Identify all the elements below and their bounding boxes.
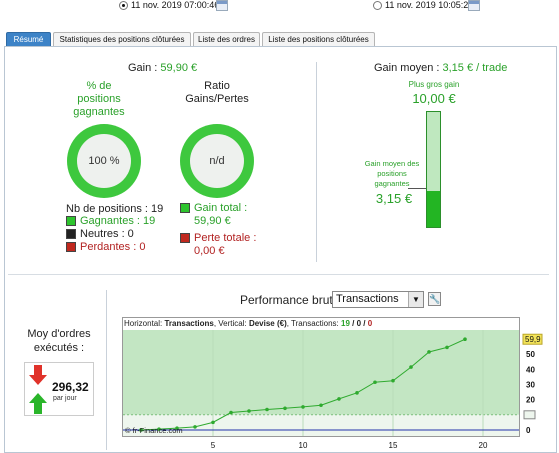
divider — [316, 62, 317, 262]
chart-header-mid: , Vertical: — [213, 319, 249, 328]
divider — [106, 290, 107, 450]
performance-select-value: Transactions — [336, 293, 399, 305]
gain-total-value: 59,90 € — [194, 215, 231, 227]
tab-resume[interactable]: Résumé — [6, 32, 51, 46]
gain-moyen-value: 3,15 € / trade — [442, 62, 508, 74]
divider — [8, 274, 549, 275]
gain-total-label: Gain total : — [194, 202, 248, 214]
gain-label: Gain : — [128, 62, 158, 74]
start-date-radio[interactable] — [119, 1, 128, 10]
wrench-icon[interactable]: 🔧 — [428, 292, 441, 306]
moy-ordres-card: 296,32 par jour — [24, 362, 94, 416]
performance-select[interactable]: Transactions ▼ — [332, 291, 424, 308]
gain-moyen-positions-label: Gain moyen des positions gagnantes — [364, 159, 420, 188]
gauge-pointer — [408, 188, 426, 189]
calendar-icon[interactable] — [468, 0, 480, 11]
plus-gros-gain-value: 10,00 € — [412, 91, 456, 106]
moy-ordres-unit: par jour — [53, 395, 77, 402]
nb-positions: Nb de positions : 19 — [66, 203, 164, 215]
gain-moyen-summary: Gain moyen : 3,15 € / trade — [374, 62, 507, 74]
chart-header-sep: / — [361, 319, 368, 328]
chart-header-v: Devise (€) — [248, 319, 287, 328]
up-down-arrows-icon — [29, 365, 47, 414]
perdantes-label: Perdantes : 0 — [80, 241, 146, 253]
performance-chart-frame — [122, 317, 520, 437]
gain-gauge-fill — [427, 190, 440, 227]
gain-moyen-label: Gain moyen : — [374, 62, 440, 74]
chart-header-neutral: 0 — [356, 319, 362, 328]
date-range-bar: 11 nov. 2019 07:00:46 11 nov. 2019 10:05… — [0, 0, 559, 14]
tab-liste-ordres[interactable]: Liste des ordres — [193, 32, 260, 46]
ratio-title: Ratio Gains/Pertes — [185, 80, 249, 105]
moy-ordres-value: 296,32 — [52, 380, 89, 394]
gain-gauge — [426, 111, 441, 228]
chart-header-loss: 0 — [367, 319, 373, 328]
gain-total-swatch — [180, 203, 190, 213]
perte-totale-value: 0,00 € — [194, 245, 225, 257]
end-date-label: 11 nov. 2019 10:05:26 — [385, 0, 474, 10]
pct-value: 100 % — [77, 134, 131, 188]
performance-title: Performance brute — [240, 293, 340, 307]
pct-ring: 100 % — [67, 124, 141, 198]
start-date-label: 11 nov. 2019 07:00:46 — [131, 0, 220, 10]
tab-statistiques[interactable]: Statistiques des positions clôturées — [53, 32, 191, 46]
gain-value: 59,90 € — [160, 62, 198, 74]
perdantes-swatch — [66, 242, 76, 252]
gain-moyen-positions-value: 3,15 € — [375, 191, 413, 206]
perte-totale-label: Perte totale : — [194, 232, 257, 244]
gagnantes-label: Gagnantes : 19 — [80, 215, 156, 227]
chart-header-tx: , Transactions: — [286, 319, 341, 328]
chevron-down-icon[interactable]: ▼ — [408, 292, 423, 307]
perte-totale-swatch — [180, 233, 190, 243]
gain-summary: Gain : 59,90 € — [128, 62, 197, 74]
end-date-radio[interactable] — [373, 1, 382, 10]
chart-header: Horizontal: Transactions, Vertical: Devi… — [124, 319, 372, 328]
pct-title: % de positions gagnantes — [73, 80, 125, 118]
ratio-value: n/d — [190, 134, 244, 188]
tab-liste-positions[interactable]: Liste des positions clôturées — [262, 32, 375, 46]
ratio-ring: n/d — [180, 124, 254, 198]
moy-ordres-label: Moy d'ordres exécutés : — [27, 328, 91, 354]
calendar-icon[interactable] — [216, 0, 228, 11]
gagnantes-swatch — [66, 216, 76, 226]
chart-header-prefix: Horizontal: — [124, 319, 165, 328]
chart-header-sep: / — [349, 319, 357, 328]
plus-gros-gain-label: Plus gros gain — [408, 80, 460, 89]
neutres-label: Neutres : 0 — [80, 228, 134, 240]
chart-watermark: © fr-Finance.com — [125, 426, 183, 435]
chart-header-h: Transactions — [164, 319, 214, 328]
chart-header-win: 19 — [341, 319, 350, 328]
neutres-swatch — [66, 229, 76, 239]
